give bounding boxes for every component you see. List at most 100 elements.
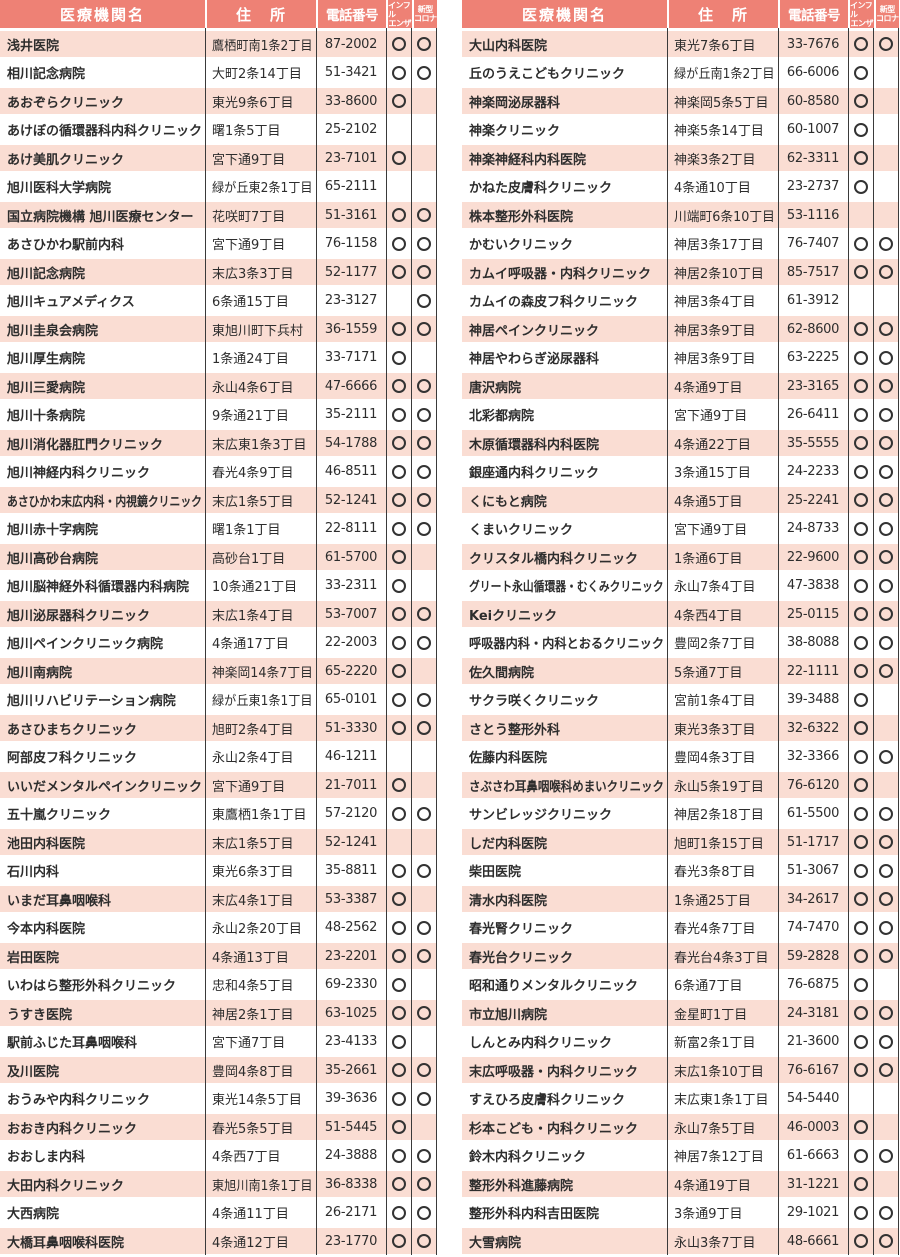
availability-circle-icon [853, 464, 868, 479]
clinic-address-cell: 春光3条8丁目 [667, 858, 778, 884]
clinic-phone: 46-8511 [324, 464, 378, 479]
clinic-phone-cell: 24-3181 [778, 1000, 848, 1026]
availability-circle-icon [853, 236, 868, 251]
clinic-phone-cell: 61-6663 [778, 1143, 848, 1169]
table-row: 呼吸器内科・内科とおるクリニック 豊岡2条7丁目 38-8088 [462, 629, 899, 656]
clinic-phone-cell: 62-3311 [778, 145, 848, 171]
clinic-phone-cell: 65-2220 [316, 658, 386, 684]
availability-circle-icon [879, 863, 894, 878]
clinic-name-cell: 旭川圭泉会病院 [0, 316, 205, 342]
clinic-phone: 66-6006 [786, 65, 840, 80]
influenza-cell [848, 259, 874, 285]
clinic-address: 4条西4丁目 [674, 608, 743, 624]
corona-cell [874, 174, 900, 200]
clinic-name: クリスタル橋内科クリニック [469, 551, 639, 567]
availability-circle-icon [853, 1006, 868, 1020]
clinic-address-cell: 花咲町7丁目 [205, 202, 316, 228]
clinic-name: 大田内科クリニック [7, 1178, 125, 1194]
table-row: いわはら整形外科クリニック 忠和4条5丁目 69-2330 [0, 971, 437, 998]
clinic-phone-cell: 63-2225 [778, 345, 848, 371]
table-header: 医療機関名 住 所 電話番号 インフル エンザ 新型 コロナ [0, 0, 437, 28]
clinic-name: カムイ呼吸器・内科クリニック [469, 266, 652, 282]
column-header-corona: 新型 コロナ [873, 0, 899, 28]
clinic-phone: 22-9600 [786, 549, 840, 565]
header-corona-line1: 新型 [417, 5, 434, 14]
influenza-cell [848, 1086, 874, 1112]
availability-circle-icon [391, 721, 406, 735]
clinic-phone: 53-3387 [324, 891, 378, 907]
table-row: 整形外科進藤病院 4条通19丁目 31-1221 [462, 1171, 899, 1197]
influenza-cell [848, 715, 874, 741]
clinic-phone: 76-7407 [786, 236, 840, 251]
clinic-address-cell: 末広1条10丁目 [667, 1057, 778, 1083]
corona-cell [874, 1143, 900, 1169]
corona-cell [874, 459, 900, 485]
table-row: カムイの森皮フ科クリニック 神居3条4丁目 61-3912 [462, 287, 900, 314]
influenza-cell [386, 31, 412, 57]
influenza-cell [386, 1029, 412, 1055]
clinic-phone-cell: 74-7470 [778, 915, 848, 941]
clinic-phone: 46-0003 [786, 1119, 840, 1135]
column-divider [204, 28, 206, 1255]
clinic-phone: 25-0115 [786, 606, 840, 622]
clinic-phone: 35-2661 [324, 1062, 378, 1078]
clinic-name-cell: かねた皮膚科クリニック [462, 174, 667, 200]
clinic-address: 春光5条5丁目 [212, 1121, 294, 1137]
table-row: 佐久間病院 5条通7丁目 22-1111 [462, 658, 899, 684]
clinic-phone-cell: 87-2002 [316, 31, 386, 57]
clinic-phone-cell: 25-0115 [778, 601, 848, 627]
column-divider [385, 28, 387, 1255]
influenza-cell [848, 231, 874, 257]
clinic-name-cell: 市立旭川病院 [462, 1000, 667, 1026]
table-row: 末広呼吸器・内科クリニック 末広1条10丁目 76-6167 [462, 1057, 899, 1083]
clinic-name: カムイの森皮フ科クリニック [469, 295, 639, 310]
clinic-phone: 61-5500 [786, 806, 840, 821]
clinic-name: あさひかわ駅前内科 [7, 238, 125, 253]
clinic-address-cell: 神居7条12丁目 [667, 1143, 778, 1169]
clinic-phone-cell: 66-6006 [778, 60, 848, 86]
table-row: 五十嵐クリニック 東鷹栖1条1丁目 57-2120 [0, 800, 437, 827]
table-row: あけぼの循環器科内科クリニック 曙1条5丁目 25-2102 [0, 116, 437, 143]
header-influenza-line2: エンザ [388, 18, 412, 28]
clinic-name-cell: 旭川高砂台病院 [0, 544, 205, 570]
table-row: 春光台クリニック 春光台4条3丁目 59-2828 [462, 943, 899, 969]
clinic-phone: 59-2828 [786, 948, 840, 964]
clinic-name-cell: 鈴木内科クリニック [462, 1143, 667, 1169]
clinic-address: 曙1条5丁目 [212, 124, 281, 139]
availability-circle-icon [879, 1006, 894, 1020]
clinic-phone-cell: 46-8511 [316, 459, 386, 485]
clinic-phone-cell: 53-7007 [316, 601, 386, 627]
clinic-address: 4条通11丁目 [212, 1207, 289, 1222]
clinic-address: 神楽5条14丁目 [674, 124, 764, 139]
influenza-cell [848, 915, 874, 941]
clinic-name-cell: クリスタル橋内科クリニック [462, 544, 667, 570]
clinic-name-cell: サンビレッジクリニック [462, 801, 667, 827]
clinic-address: 宮下通9丁目 [674, 523, 748, 538]
availability-circle-icon [391, 208, 406, 222]
clinic-phone-cell: 57-2120 [316, 801, 386, 827]
influenza-cell [386, 544, 412, 570]
influenza-cell [848, 202, 874, 228]
clinic-name-cell: 浅井医院 [0, 31, 205, 57]
clinic-address-cell: 豊岡4条8丁目 [205, 1057, 316, 1083]
availability-circle-icon [391, 920, 406, 935]
clinic-phone: 47-3838 [786, 578, 840, 593]
clinic-address: 宮前1条4丁目 [674, 694, 756, 709]
availability-circle-icon [391, 151, 406, 165]
clinic-address: 末広1条10丁目 [674, 1064, 764, 1080]
clinic-address-cell: 永山2条20丁目 [205, 915, 316, 941]
clinic-name-cell: いわはら整形外科クリニック [0, 972, 205, 998]
corona-cell [412, 715, 438, 741]
clinic-address: 旭町1条15丁目 [674, 836, 764, 852]
clinic-name: 整形外科進藤病院 [469, 1178, 574, 1194]
clinic-phone: 65-0101 [324, 692, 378, 707]
availability-circle-icon [391, 1091, 406, 1106]
clinic-name-cell: おおき内科クリニック [0, 1114, 205, 1140]
availability-circle-icon [853, 1148, 868, 1163]
corona-cell [874, 288, 900, 314]
clinic-address: 永山7条5丁目 [674, 1121, 756, 1137]
clinic-name: 旭川泌尿器科クリニック [7, 608, 151, 624]
clinic-address: 東旭川町下兵村 [212, 323, 304, 339]
clinic-phone-cell: 51-1717 [778, 829, 848, 855]
clinic-phone-cell: 65-0101 [316, 687, 386, 713]
